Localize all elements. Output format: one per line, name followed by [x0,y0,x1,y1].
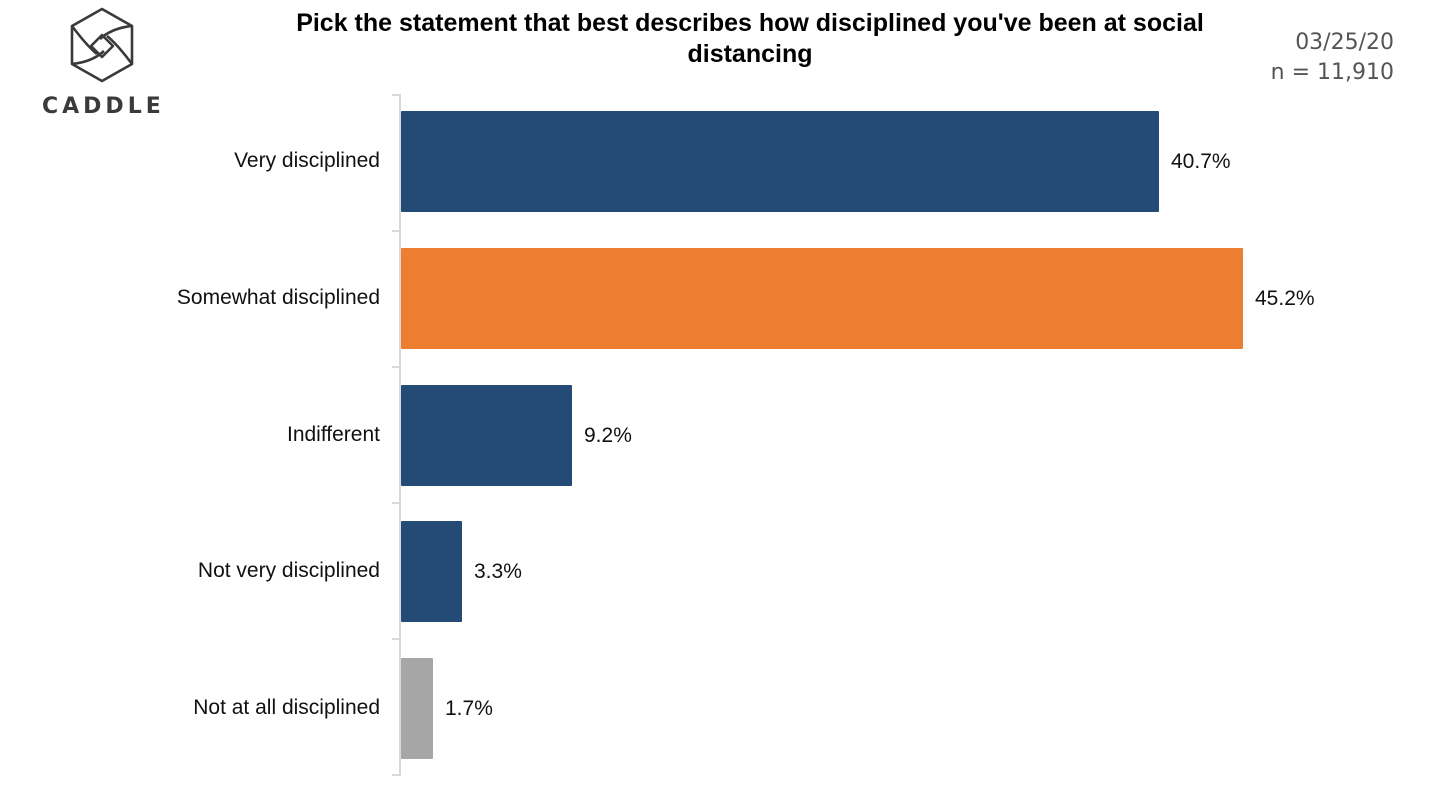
axis-tick [392,94,401,96]
bar [401,658,433,759]
category-label: Not very disciplined [197,559,380,582]
category-label: Indifferent [286,423,380,446]
category-label: Very disciplined [234,149,380,172]
value-label: 1.7% [445,697,493,720]
bar [401,521,462,622]
bar [401,248,1243,349]
caddle-logo: CADDLE [40,6,165,119]
axis-tick [392,774,401,776]
axis-tick [392,638,401,640]
bar [401,111,1159,212]
axis-tick [392,502,401,504]
axis-tick [392,230,401,232]
value-label: 40.7% [1171,150,1231,173]
axis-tick [392,366,401,368]
survey-date: 03/25/20 [1295,30,1394,55]
value-label: 9.2% [584,424,632,447]
category-label: Not at all disciplined [193,696,380,719]
chart-title: Pick the statement that best describes h… [296,9,1204,68]
category-axis [399,94,401,776]
brand-name: CADDLE [42,94,165,119]
sample-size: n = 11,910 [1270,60,1394,85]
category-label: Somewhat disciplined [176,286,380,309]
value-label: 45.2% [1255,287,1315,310]
bar [401,385,572,486]
value-label: 3.3% [474,560,522,583]
survey-meta: 03/25/20 n = 11,910 [1271,28,1394,88]
caddle-hexagon-icon [70,7,134,83]
